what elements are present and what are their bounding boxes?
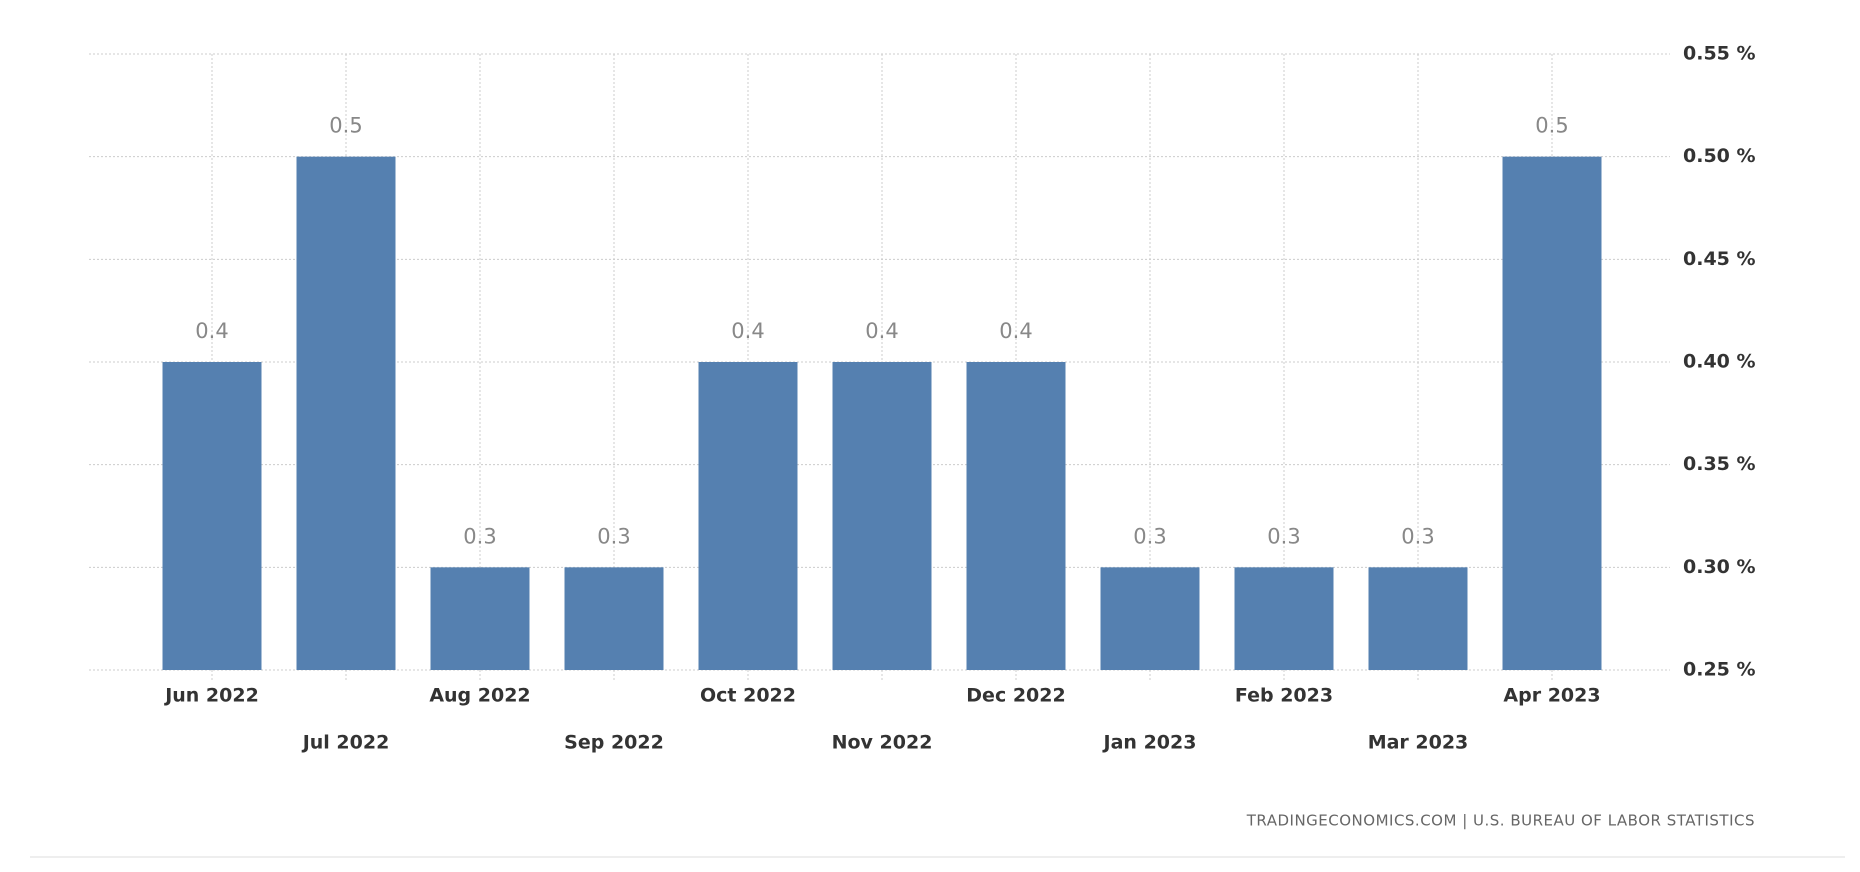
- bar: [966, 362, 1066, 670]
- bar: [1100, 567, 1200, 670]
- value-label: 0.4: [731, 319, 764, 343]
- x-tick-label: Jan 2023: [1102, 732, 1197, 754]
- x-tick-label: Mar 2023: [1368, 732, 1469, 754]
- x-tick-label: Aug 2022: [429, 685, 530, 707]
- bar: [698, 362, 798, 670]
- value-label: 0.3: [1133, 524, 1166, 548]
- bar: [832, 362, 932, 670]
- x-tick-label: Feb 2023: [1235, 685, 1333, 707]
- bar: [564, 567, 664, 670]
- value-label: 0.4: [195, 319, 228, 343]
- value-label: 0.3: [597, 524, 630, 548]
- value-label: 0.5: [1535, 114, 1568, 138]
- bar: [1368, 567, 1468, 670]
- y-tick-label: 0.35 %: [1683, 453, 1756, 475]
- x-tick-label: Sep 2022: [564, 732, 664, 754]
- y-tick-label: 0.45 %: [1683, 248, 1756, 270]
- value-label: 0.3: [1267, 524, 1300, 548]
- value-label: 0.3: [1401, 524, 1434, 548]
- bar: [1234, 567, 1334, 670]
- y-tick-label: 0.55 %: [1683, 43, 1756, 65]
- y-tick-label: 0.25 %: [1683, 659, 1756, 681]
- source: TRADINGECONOMICS.COM | U.S. BUREAU OF LA…: [1246, 812, 1755, 830]
- value-label: 0.5: [329, 114, 362, 138]
- x-tick-label: Dec 2022: [966, 685, 1065, 707]
- x-tick-label: Oct 2022: [700, 685, 796, 707]
- bar: [162, 362, 262, 670]
- x-tick-label: Jun 2022: [163, 685, 259, 707]
- value-label: 0.4: [865, 319, 898, 343]
- value-label: 0.3: [463, 524, 496, 548]
- y-tick-label: 0.50 %: [1683, 145, 1756, 167]
- y-tick-label: 0.40 %: [1683, 351, 1756, 373]
- bar: [296, 156, 396, 670]
- x-tick-label: Apr 2023: [1503, 685, 1600, 707]
- value-label: 0.4: [999, 319, 1032, 343]
- x-tick-label: Nov 2022: [832, 732, 933, 754]
- x-tick-label: Jul 2022: [301, 732, 390, 754]
- y-tick-label: 0.30 %: [1683, 556, 1756, 578]
- bar: [430, 567, 530, 670]
- bar: [1502, 156, 1602, 670]
